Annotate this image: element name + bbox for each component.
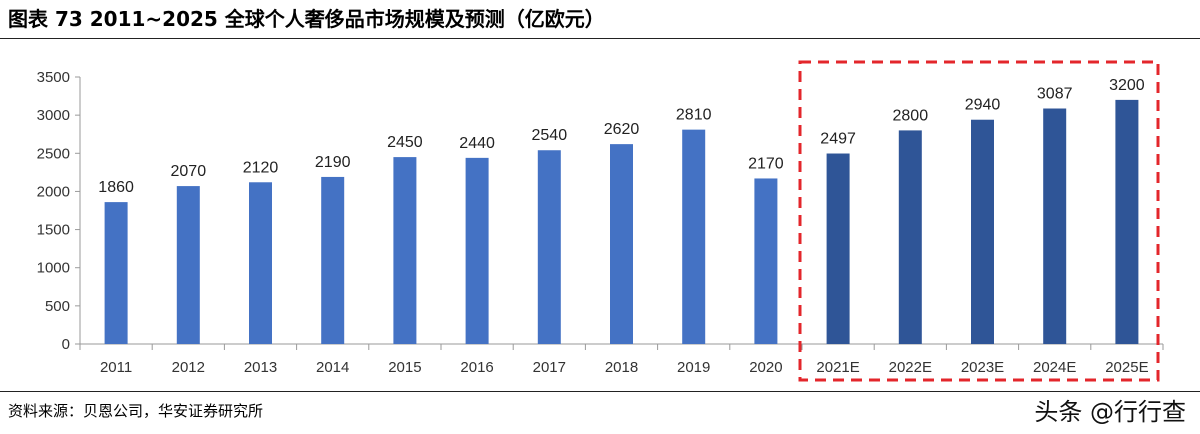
source-note: 资料来源：贝恩公司，华安证券研究所 [8,402,264,420]
data-label-2022E: 2800 [893,107,929,124]
data-label-2019: 2810 [676,107,712,124]
bar-2016 [465,157,489,344]
x-tick-label-2013: 2013 [244,359,277,376]
bar-2015 [393,157,417,344]
x-tick-label-2015: 2015 [388,359,421,376]
data-label-2013: 2120 [243,159,279,176]
source-divider [0,391,1200,392]
data-label-2017: 2540 [532,127,568,144]
bar-2021E [826,153,850,344]
bar-2012 [176,186,200,344]
bar-2020 [754,178,778,344]
bar-2011 [104,202,128,344]
x-tick-label-2022E: 2022E [889,359,932,376]
y-tick-label: 3000 [37,107,70,124]
bar-2025E [1115,99,1139,344]
data-label-2021E: 2497 [820,131,856,148]
data-label-2023E: 2940 [965,97,1001,114]
x-axis: 2011 2012 2013 2014 2015 2016 2017 2018 2019 2020… [79,343,1164,376]
x-tick-label-2011: 2011 [100,359,132,376]
x-tick-label-2023E: 2023E [961,359,1004,376]
x-tick-label-2024E: 2024E [1033,359,1076,376]
y-axis: 0 500 1000 1500 2000 2500 3000 3500 [37,69,81,353]
data-label-2024E: 3087 [1037,86,1073,103]
x-tick-label-2012: 2012 [172,359,205,376]
bar-2014 [321,176,345,344]
bar-2024E [1043,108,1067,344]
bar-2018 [610,144,633,344]
bar-2019 [682,129,706,344]
data-label-2016: 2440 [459,135,495,152]
y-tick-label: 1000 [37,260,70,277]
data-labels: 1860 2070 2120 2190 2450 2440 2540 2620 2810 2170… [98,77,1144,196]
y-tick-label: 1500 [37,222,70,239]
x-tick-label-2016: 2016 [460,359,493,376]
data-label-2025E: 3200 [1109,77,1145,94]
data-label-2015: 2450 [387,134,423,151]
bars [104,99,1139,344]
y-tick-label: 0 [62,336,70,353]
data-label-2012: 2070 [171,163,207,180]
y-tick-label: 2500 [37,145,70,162]
x-tick-label-2025E: 2025E [1105,359,1148,376]
bar-2017 [537,150,561,344]
chart-title: 图表 73 2011~2025 全球个人奢侈品市场规模及预测（亿欧元） [8,7,605,31]
y-tick-label: 2000 [37,183,70,200]
forecast-highlight-box [798,60,1160,382]
title-divider [0,38,1200,39]
data-label-2014: 2190 [315,154,351,171]
x-tick-label-2019: 2019 [677,359,710,376]
x-tick-label-2017: 2017 [533,359,566,376]
bar-2022E [898,130,922,344]
data-label-2020: 2170 [748,155,784,172]
y-tick-label: 500 [45,298,70,315]
x-tick-label-2020: 2020 [749,359,782,376]
x-tick-label-2018: 2018 [605,359,638,376]
data-label-2011: 1860 [98,179,134,196]
x-tick-label-2021E: 2021E [816,359,859,376]
bar-2013 [249,182,272,344]
x-tick-label-2014: 2014 [316,359,349,376]
bar-2023E [971,119,994,344]
y-tick-label: 3500 [37,69,70,86]
watermark: 头条 @行行查 [1034,398,1186,426]
data-label-2018: 2620 [604,121,640,138]
